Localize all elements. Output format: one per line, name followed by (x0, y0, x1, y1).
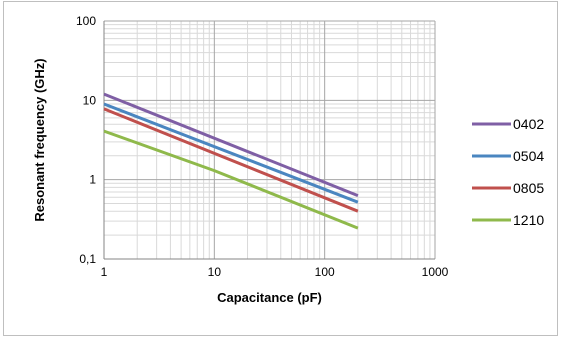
series-lines (103, 92, 359, 230)
y-tick-label: 100 (76, 14, 96, 28)
legend-label-1210: 1210 (513, 212, 544, 228)
y-tick-label: 10 (83, 93, 97, 107)
x-axis-title: Capacitance (pF) (217, 290, 322, 305)
y-tick-labels: 0,1 1 10 100 (76, 14, 96, 266)
series-line-0504 (103, 102, 359, 204)
x-tick-label: 1000 (422, 265, 449, 279)
plot-area (104, 21, 435, 259)
y-tick-label: 1 (89, 173, 96, 187)
legend-label-0504: 0504 (513, 148, 544, 164)
x-tick-labels: 1 10 100 1000 (101, 265, 449, 279)
x-tick-label: 1 (101, 265, 108, 279)
x-tick-label: 10 (208, 265, 222, 279)
legend: 0402 0504 0805 1210 (472, 116, 544, 228)
legend-label-0402: 0402 (513, 116, 544, 132)
y-axis-title: Resonant frequency (GHz) (32, 58, 47, 221)
legend-label-0805: 0805 (513, 180, 544, 196)
series-line-0402 (103, 92, 359, 197)
axis-lines (103, 21, 435, 260)
chart-svg: 1 10 100 1000 0,1 1 10 100 Capacitance (pF) Re… (32, 14, 544, 305)
chart-container: 1 10 100 1000 0,1 1 10 100 Capacitance (pF) Re… (3, 1, 558, 336)
x-tick-label: 100 (315, 265, 335, 279)
minor-gridlines (104, 21, 435, 259)
series-line-0805 (103, 107, 359, 213)
y-tick-label: 0,1 (79, 252, 96, 266)
series-line-1210 (103, 129, 359, 230)
